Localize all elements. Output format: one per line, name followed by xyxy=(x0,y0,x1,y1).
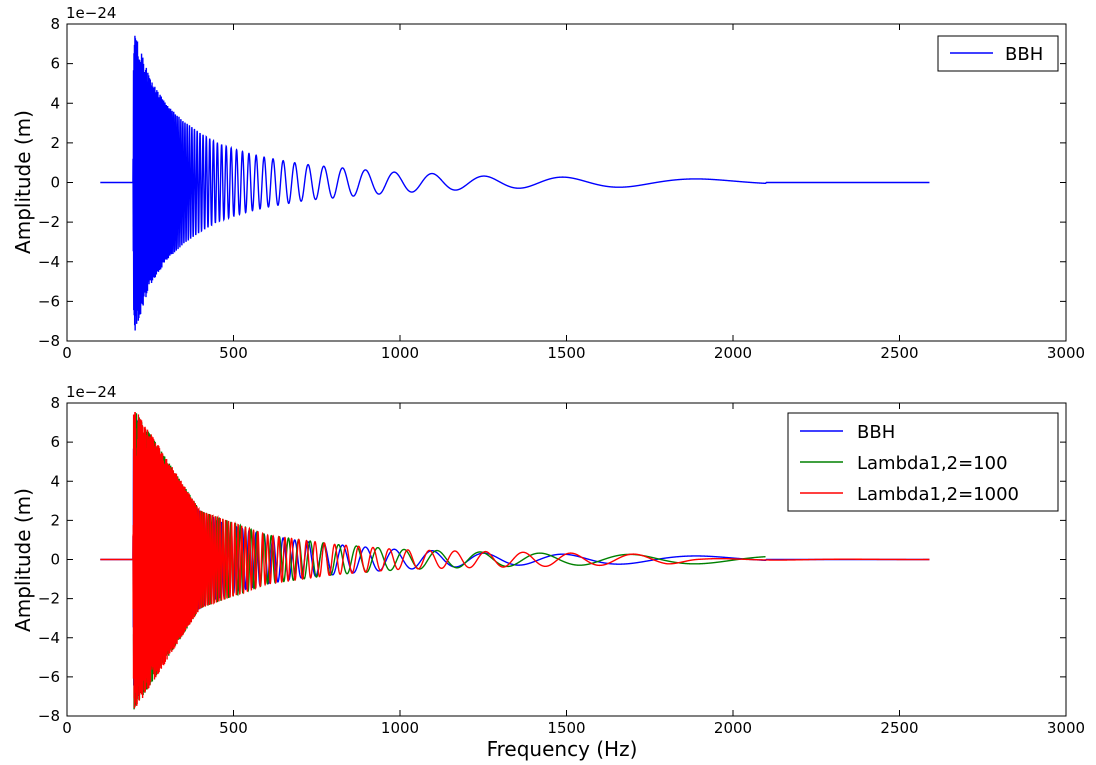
y-tick-label: −8 xyxy=(38,707,60,725)
y-tick-label: −6 xyxy=(38,668,60,686)
y-tick-label: 2 xyxy=(50,134,60,152)
x-tick-label: 2500 xyxy=(880,344,918,362)
bottom-plot-legend-label-lambda-100: Lambda1,2=100 xyxy=(857,453,1008,474)
x-tick-label: 0 xyxy=(62,344,72,362)
x-tick-label: 1500 xyxy=(547,719,585,737)
y-tick-label: 2 xyxy=(50,511,60,529)
x-tick-label: 2000 xyxy=(714,344,752,362)
top-plot-series xyxy=(100,35,930,331)
top-plot: 0 500 1000 1500 2000 2500 3000 −8 −6 −4 −2 0 2 4 6 8 1… xyxy=(11,4,1085,362)
y-tick-label: 0 xyxy=(50,174,60,192)
bottom-plot-legend: BBH Lambda1,2=100 Lambda1,2=1000 xyxy=(787,412,1059,512)
bottom-plot-offset-text: 1e−24 xyxy=(66,383,116,401)
bottom-plot-legend-label-bbh: BBH xyxy=(857,422,895,443)
top-plot-x-ticks: 0 500 1000 1500 2000 2500 3000 xyxy=(62,24,1085,362)
bottom-plot-x-ticks: 0 500 1000 1500 2000 2500 3000 xyxy=(62,403,1085,737)
x-tick-label: 1000 xyxy=(381,719,419,737)
bottom-plot-x-axis-label: Frequency (Hz) xyxy=(487,737,638,761)
y-tick-label: −2 xyxy=(38,213,60,231)
top-plot-y-ticks: −8 −6 −4 −2 0 2 4 6 8 xyxy=(38,15,1066,350)
y-tick-label: 4 xyxy=(50,472,60,490)
y-tick-label: 0 xyxy=(50,551,60,569)
y-tick-label: −8 xyxy=(38,332,60,350)
y-tick-label: 6 xyxy=(50,55,60,73)
y-tick-label: −4 xyxy=(38,253,60,271)
x-tick-label: 3000 xyxy=(1047,719,1085,737)
y-tick-label: −6 xyxy=(38,292,60,310)
series-line-bbh xyxy=(100,35,930,331)
x-tick-label: 2000 xyxy=(714,719,752,737)
x-tick-label: 500 xyxy=(219,344,248,362)
x-tick-label: 2500 xyxy=(880,719,918,737)
x-tick-label: 500 xyxy=(219,719,248,737)
top-plot-legend: BBH xyxy=(937,35,1059,72)
top-plot-offset-text: 1e−24 xyxy=(66,4,116,22)
bottom-plot-series xyxy=(100,411,930,710)
series-line-lambda1-2-1000 xyxy=(100,411,930,709)
y-tick-label: 4 xyxy=(50,94,60,112)
x-tick-label: 1000 xyxy=(381,344,419,362)
x-tick-label: 3000 xyxy=(1047,344,1085,362)
bottom-plot-legend-label-lambda-1000: Lambda1,2=1000 xyxy=(857,484,1019,505)
top-plot-legend-label-bbh: BBH xyxy=(1005,44,1043,65)
x-tick-label: 0 xyxy=(62,719,72,737)
bottom-plot-y-axis-label: Amplitude (m) xyxy=(11,488,35,632)
bottom-plot-y-ticks: −8 −6 −4 −2 0 2 4 6 8 xyxy=(38,394,1066,725)
y-tick-label: 8 xyxy=(50,15,60,33)
top-plot-y-axis-label: Amplitude (m) xyxy=(11,110,35,254)
y-tick-label: 6 xyxy=(50,433,60,451)
y-tick-label: −4 xyxy=(38,629,60,647)
y-tick-label: −2 xyxy=(38,590,60,608)
x-tick-label: 1500 xyxy=(547,344,585,362)
bottom-plot: 0 500 1000 1500 2000 2500 3000 −8 −6 −4 −2 0 2 4 6 8 1… xyxy=(11,383,1085,761)
y-tick-label: 8 xyxy=(50,394,60,412)
